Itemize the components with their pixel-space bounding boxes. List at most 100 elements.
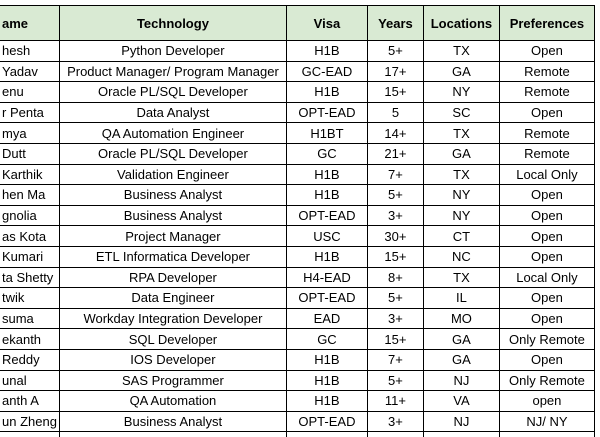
preference-cell[interactable]: Open — [498, 40, 595, 62]
location-cell[interactable]: NJ — [422, 369, 500, 392]
preference-cell[interactable]: Only Remote — [498, 328, 595, 350]
visa-cell[interactable]: H1B — [285, 184, 368, 206]
visa-cell[interactable]: OPT-EAD — [285, 410, 368, 433]
location-cell[interactable] — [422, 431, 500, 437]
location-cell[interactable]: GA — [422, 60, 500, 83]
location-cell[interactable]: CT — [422, 225, 500, 247]
preference-cell[interactable] — [498, 431, 595, 437]
technology-cell[interactable]: Oracle PL/SQL Developer — [58, 81, 287, 103]
technology-cell[interactable]: Business Analyst — [58, 410, 287, 433]
years-cell[interactable]: 11+ — [366, 390, 424, 412]
header-years[interactable]: Years — [366, 5, 424, 41]
visa-cell[interactable]: USC — [285, 225, 368, 247]
location-cell[interactable]: IL — [422, 287, 500, 309]
name-cell[interactable]: r Penta — [0, 101, 60, 124]
name-cell[interactable]: Yadav — [0, 60, 60, 83]
location-cell[interactable]: GA — [422, 142, 500, 165]
technology-cell[interactable]: SQL Developer — [58, 328, 287, 350]
years-cell[interactable]: 17+ — [366, 60, 424, 83]
years-cell[interactable]: 5+ — [366, 184, 424, 206]
preference-cell[interactable]: Remote — [498, 60, 595, 83]
technology-cell[interactable]: Business Analyst — [58, 184, 287, 206]
header-visa[interactable]: Visa — [285, 5, 368, 41]
years-cell[interactable]: 3+ — [366, 204, 424, 227]
visa-cell[interactable]: H1B — [285, 245, 368, 268]
years-cell[interactable]: 8+ — [366, 266, 424, 289]
technology-cell[interactable]: Oracle PL/SQL Developer — [58, 142, 287, 165]
preference-cell[interactable]: Only Remote — [498, 369, 595, 392]
location-cell[interactable]: GA — [422, 348, 500, 371]
years-cell[interactable]: 14+ — [366, 122, 424, 144]
preference-cell[interactable]: Remote — [498, 81, 595, 103]
location-cell[interactable]: NJ — [422, 410, 500, 433]
preference-cell[interactable]: Open — [498, 101, 595, 124]
location-cell[interactable]: NY — [422, 81, 500, 103]
location-cell[interactable]: NC — [422, 245, 500, 268]
name-cell[interactable]: enu — [0, 81, 60, 103]
visa-cell[interactable]: H1B — [285, 40, 368, 62]
name-cell[interactable]: Kumari — [0, 245, 60, 268]
location-cell[interactable]: NY — [422, 204, 500, 227]
visa-cell[interactable]: GC — [285, 142, 368, 165]
years-cell[interactable]: 3+ — [366, 410, 424, 433]
name-cell[interactable]: Dutt — [0, 142, 60, 165]
location-cell[interactable]: TX — [422, 163, 500, 186]
name-cell[interactable]: un Zheng — [0, 410, 60, 433]
years-cell[interactable]: 5 — [366, 101, 424, 124]
name-cell[interactable]: twik — [0, 287, 60, 309]
name-cell[interactable]: mya — [0, 122, 60, 144]
location-cell[interactable]: MO — [422, 307, 500, 330]
years-cell[interactable]: 21+ — [366, 142, 424, 165]
visa-cell[interactable]: H1B — [285, 390, 368, 412]
visa-cell[interactable]: H1B — [285, 348, 368, 371]
years-cell[interactable]: 15+ — [366, 245, 424, 268]
technology-cell[interactable]: RPA Developer — [58, 266, 287, 289]
location-cell[interactable]: GA — [422, 328, 500, 350]
location-cell[interactable]: VA — [422, 390, 500, 412]
technology-cell[interactable]: Business Analyst — [58, 204, 287, 227]
technology-cell[interactable]: Project Manager — [58, 225, 287, 247]
header-locations[interactable]: Locations — [422, 5, 500, 41]
visa-cell[interactable]: OPT-EAD — [285, 101, 368, 124]
years-cell[interactable]: 3+ — [366, 307, 424, 330]
name-cell[interactable]: hen Ma — [0, 184, 60, 206]
visa-cell[interactable]: H1B — [285, 81, 368, 103]
years-cell[interactable]: 7+ — [366, 163, 424, 186]
technology-cell[interactable]: ETL Informatica Developer — [58, 245, 287, 268]
preference-cell[interactable]: Remote — [498, 122, 595, 144]
preference-cell[interactable]: open — [498, 390, 595, 412]
years-cell[interactable]: 5+ — [366, 40, 424, 62]
years-cell[interactable]: 15+ — [366, 328, 424, 350]
header-preferences[interactable]: Preferences — [498, 5, 595, 41]
visa-cell[interactable]: EAD — [285, 307, 368, 330]
header-technology[interactable]: Technology — [58, 5, 287, 41]
header-name[interactable]: ame — [0, 5, 60, 41]
technology-cell[interactable]: Workday Integration Developer — [58, 307, 287, 330]
years-cell[interactable]: 5+ — [366, 369, 424, 392]
technology-cell[interactable]: Product Manager/ Program Manager — [58, 60, 287, 83]
years-cell[interactable]: 15+ — [366, 81, 424, 103]
technology-cell[interactable]: QA Automation Engineer — [58, 122, 287, 144]
preference-cell[interactable]: Open — [498, 184, 595, 206]
technology-cell[interactable]: Python Developer — [58, 40, 287, 62]
preference-cell[interactable]: Open — [498, 307, 595, 330]
preference-cell[interactable]: Open — [498, 287, 595, 309]
preference-cell[interactable]: Open — [498, 225, 595, 247]
technology-cell[interactable]: Data Engineer — [58, 287, 287, 309]
years-cell[interactable]: 30+ — [366, 225, 424, 247]
visa-cell[interactable]: OPT-EAD — [285, 204, 368, 227]
name-cell[interactable]: unal — [0, 369, 60, 392]
name-cell[interactable]: ekanth — [0, 328, 60, 350]
visa-cell[interactable]: H1B — [285, 369, 368, 392]
location-cell[interactable]: SC — [422, 101, 500, 124]
preference-cell[interactable]: Open — [498, 245, 595, 268]
visa-cell[interactable]: GC-EAD — [285, 60, 368, 83]
technology-cell[interactable]: QA Automation — [58, 390, 287, 412]
visa-cell[interactable]: H1BT — [285, 122, 368, 144]
visa-cell[interactable] — [285, 431, 368, 437]
name-cell[interactable]: gnolia — [0, 204, 60, 227]
visa-cell[interactable]: H4-EAD — [285, 266, 368, 289]
years-cell[interactable]: 5+ — [366, 287, 424, 309]
name-cell[interactable]: anth A — [0, 390, 60, 412]
name-cell[interactable]: Karthik — [0, 163, 60, 186]
